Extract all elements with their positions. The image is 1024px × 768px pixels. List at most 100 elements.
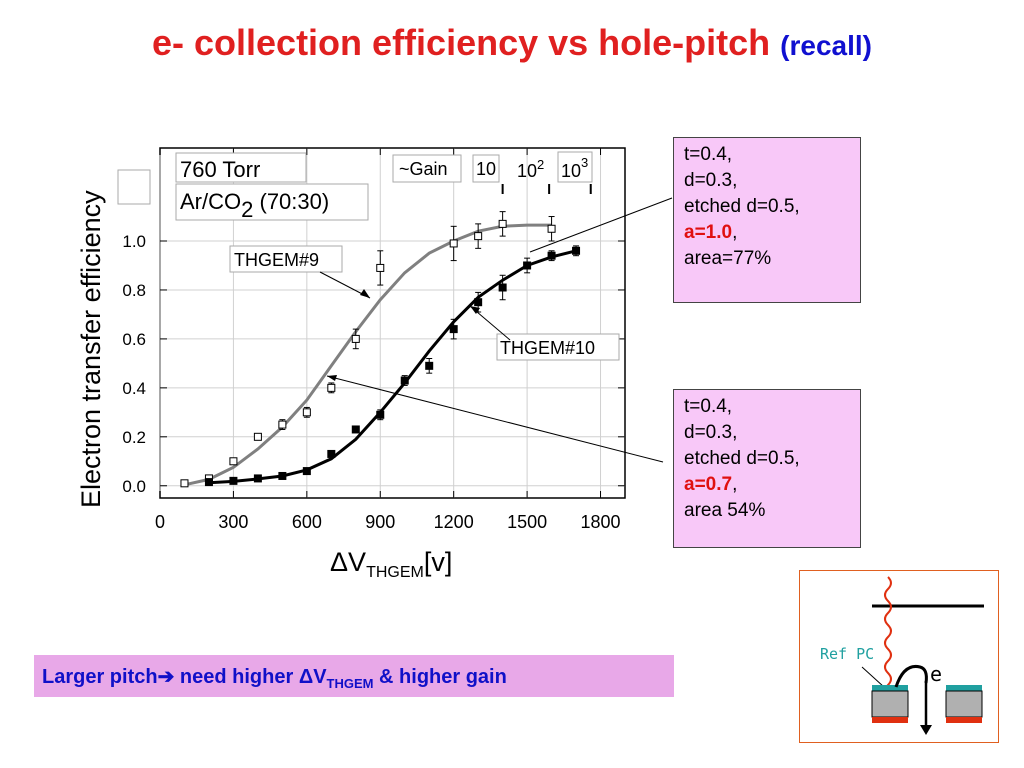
- info-a: a=0.7,: [684, 474, 738, 495]
- y-tick-label: 0.0: [122, 477, 146, 496]
- x-axis-title: ΔVTHGEM[v]: [330, 547, 452, 581]
- photon-wavy-line: [884, 576, 892, 698]
- data-point-THGEM9: [498, 219, 507, 228]
- ref-pc-label: Ref PC: [820, 645, 874, 663]
- thgem9-arrowhead: [360, 289, 370, 298]
- data-point-THGEM9: [376, 263, 385, 272]
- ref-pc-pointer: [861, 666, 885, 688]
- gas-ratio: (70:30): [253, 189, 329, 214]
- thgem10-arrowhead: [470, 306, 480, 314]
- info-etched: etched d=0.5,: [684, 196, 800, 217]
- gain-box: [392, 154, 462, 183]
- electron-arrowhead: [920, 725, 932, 735]
- data-point-THGEM10: [498, 283, 507, 292]
- data-point-THGEM10: [474, 298, 483, 307]
- data-point-THGEM10: [547, 251, 556, 260]
- series-label-box-thgem10: [496, 333, 620, 361]
- x-tick-label: 300: [218, 512, 248, 532]
- electron-path: [894, 664, 928, 688]
- x-tick-label: 1500: [507, 512, 547, 532]
- data-point-THGEM10: [351, 425, 360, 434]
- gas-label: Ar/CO2 (70:30): [180, 189, 329, 222]
- fit-curve-THGEM9: [184, 223, 552, 487]
- data-point-THGEM9: [302, 408, 311, 417]
- info-box-thgem9: t=0.4, d=0.3, etched d=0.5, a=1.0, area=…: [673, 137, 861, 303]
- y-tick-label: 0.6: [122, 330, 146, 349]
- x-tick-label: 900: [365, 512, 395, 532]
- csi-coating-right: [946, 685, 982, 691]
- data-point-THGEM10: [400, 376, 409, 385]
- data-point-THGEM10: [572, 246, 581, 255]
- data-point-THGEM9: [351, 334, 360, 343]
- gain-100-label: 102: [517, 157, 544, 181]
- bottom-copper-left: [872, 717, 908, 723]
- y-tick-label: 0.4: [122, 379, 146, 398]
- callout-line-1: [529, 197, 673, 253]
- info-d: d=0.3,: [684, 422, 738, 443]
- y-tick-label: 1.0: [122, 232, 146, 251]
- gain-1000-label: 103: [561, 155, 588, 181]
- info-a: a=1.0,: [684, 222, 738, 243]
- data-point-THGEM10: [376, 410, 385, 419]
- x-tick-label: 0: [155, 512, 165, 532]
- electron-label: e: [930, 662, 942, 686]
- data-point-THGEM10: [302, 467, 311, 476]
- gas-sub: 2: [241, 197, 253, 222]
- callout-line-2: [326, 375, 664, 463]
- slide-title: e- collection efficiency vs hole-pitch (…: [0, 22, 1024, 64]
- legend-placeholder: [117, 169, 151, 205]
- gain-1000-box: [557, 151, 593, 183]
- series-label-thgem9: THGEM#9: [234, 250, 319, 270]
- y-tick-label: 0.8: [122, 281, 146, 300]
- x-tick-label: 1200: [434, 512, 474, 532]
- gain-label: ~Gain: [399, 159, 448, 179]
- data-point-THGEM9: [547, 224, 556, 233]
- data-point-THGEM9: [229, 457, 238, 466]
- title-recall: (recall): [780, 30, 872, 61]
- data-point-THGEM9: [253, 432, 262, 441]
- data-point-THGEM10: [425, 361, 434, 370]
- series-label-box-thgem9: [229, 245, 343, 273]
- data-point-THGEM9: [180, 479, 189, 488]
- pressure-label: 760 Torr: [180, 157, 260, 182]
- title-main: e- collection efficiency vs hole-pitch: [152, 22, 771, 63]
- thgem-schematic: Ref PC e: [799, 570, 999, 743]
- electrode-right: [945, 690, 983, 718]
- schematic-drawing: Ref PC e: [820, 576, 984, 735]
- info-etched: etched d=0.5,: [684, 448, 800, 469]
- csi-coating-left: [872, 685, 908, 691]
- condition-box-1: [175, 152, 307, 183]
- info-box-thgem10: t=0.4, d=0.3, etched d=0.5, a=0.7, area …: [673, 389, 861, 548]
- y-tick-label: 0.2: [122, 428, 146, 447]
- data-point-THGEM10: [327, 449, 336, 458]
- x-tick-label: 600: [292, 512, 322, 532]
- info-d: d=0.3,: [684, 170, 738, 191]
- right-arrow-icon: ➔: [157, 666, 175, 688]
- condition-box-2: [175, 183, 369, 221]
- electrode-left: [871, 690, 909, 718]
- y-axis-title: Electron transfer efficiency: [76, 190, 106, 508]
- data-point-THGEM9: [327, 383, 336, 392]
- data-point-THGEM9: [449, 239, 458, 248]
- data-point-THGEM10: [523, 261, 532, 270]
- fit-curves: [184, 223, 577, 487]
- info-t: t=0.4,: [684, 144, 733, 165]
- data-point-THGEM10: [229, 476, 238, 485]
- data-point-THGEM10: [278, 471, 287, 480]
- gain-10-box: [472, 154, 500, 183]
- callout-2-arrowhead: [327, 375, 337, 381]
- data-points: [180, 211, 581, 488]
- data-point-THGEM9: [474, 232, 483, 241]
- axis-ticks: 0 300 600 900 1200 1500 1800 0.0 0.2 0.4 0.6 0.8 1.0: [122, 148, 625, 532]
- x-tick-label: 1800: [581, 512, 621, 532]
- bottom-copper-right: [946, 717, 982, 723]
- gas-main: Ar/CO: [180, 189, 241, 214]
- gain-10-label: 10: [476, 159, 496, 179]
- conclusion-banner: Larger pitch➔ need higher ΔVTHGEM & high…: [34, 655, 674, 697]
- series-label-thgem10: THGEM#10: [500, 338, 595, 358]
- data-point-THGEM9: [278, 420, 287, 429]
- fit-curve-THGEM10: [208, 249, 577, 485]
- data-point-THGEM10: [253, 474, 262, 483]
- data-point-THGEM10: [204, 478, 213, 487]
